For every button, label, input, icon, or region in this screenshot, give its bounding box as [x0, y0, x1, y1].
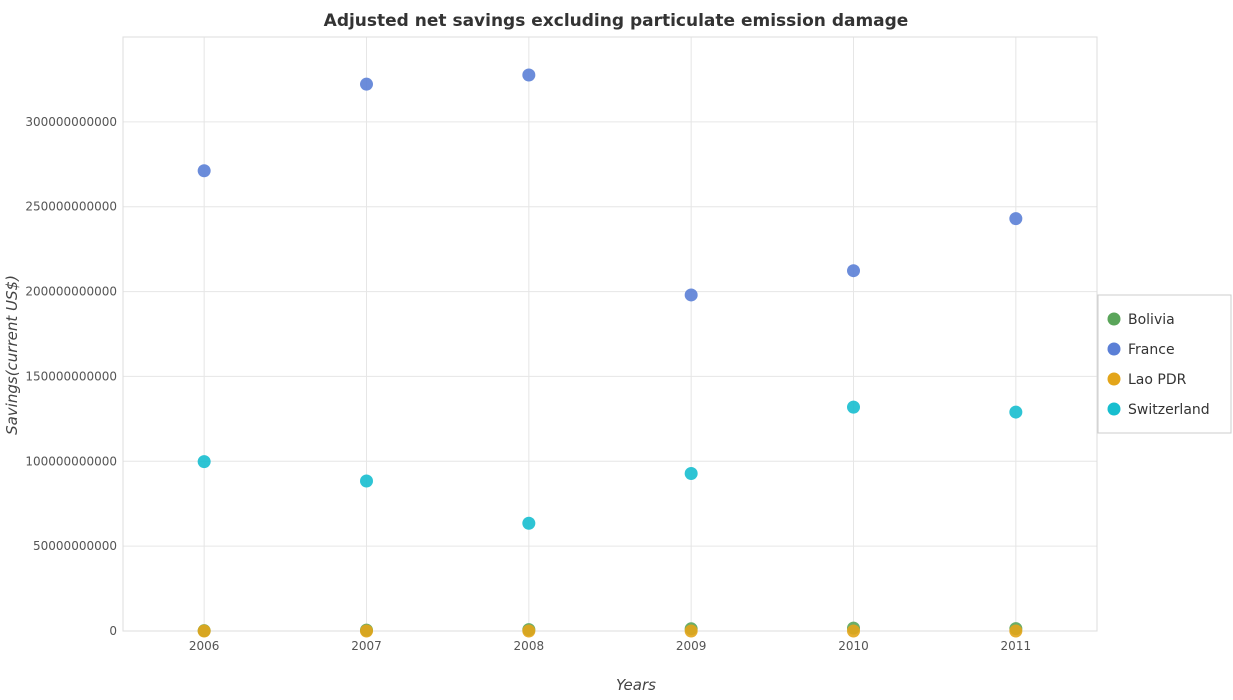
x-tick-label: 2009 — [676, 639, 707, 653]
y-tick-label: 150000000000 — [25, 369, 117, 383]
legend-label: France — [1128, 342, 1175, 358]
data-point — [1009, 624, 1023, 638]
data-point — [847, 264, 860, 278]
data-point — [684, 624, 698, 638]
y-tick-label: 250000000000 — [25, 200, 117, 214]
data-point — [522, 624, 536, 638]
y-axis-label: Savings(current US$) — [3, 275, 21, 435]
data-point — [197, 624, 211, 638]
data-point — [1009, 212, 1023, 226]
data-point — [522, 68, 536, 82]
data-point — [197, 455, 211, 469]
series-lao-pdr — [197, 624, 1023, 638]
data-point — [522, 516, 536, 530]
legend-label: Bolivia — [1128, 312, 1175, 328]
y-tick-label: 100000000000 — [25, 454, 117, 468]
data-point — [1009, 405, 1023, 419]
legend-label: Switzerland — [1128, 402, 1210, 418]
data-point — [847, 400, 860, 414]
data-point — [684, 288, 698, 302]
data-point — [684, 467, 698, 481]
chart-title: Adjusted net savings excluding particula… — [324, 11, 909, 31]
x-tick-label: 2007 — [351, 639, 382, 653]
legend-marker — [1107, 402, 1121, 416]
x-tick-label: 2006 — [189, 639, 220, 653]
y-axis: 0 50000000000 100000000000 150000000000 2000… — [25, 115, 117, 638]
legend-marker — [1107, 312, 1121, 326]
x-tick-label: 2008 — [514, 639, 545, 653]
legend: Bolivia France Lao PDR Switzerland — [1097, 294, 1232, 434]
series-switzerland — [197, 400, 1023, 530]
y-tick-label: 300000000000 — [25, 115, 117, 129]
legend-marker — [1107, 372, 1121, 386]
data-point — [197, 164, 211, 178]
plot-area — [122, 36, 1098, 638]
y-tick-label: 50000000000 — [33, 539, 117, 553]
data-point — [360, 624, 373, 638]
x-tick-label: 2010 — [838, 639, 869, 653]
legend-label: Lao PDR — [1128, 372, 1187, 388]
y-tick-label: 0 — [109, 624, 117, 638]
data-point — [360, 474, 373, 488]
x-tick-label: 2011 — [1001, 639, 1032, 653]
data-point — [847, 624, 860, 638]
legend-marker — [1107, 342, 1121, 356]
x-axis: 2006 2007 2008 2009 2010 2011 — [189, 639, 1031, 653]
data-point — [360, 77, 373, 91]
series-france — [197, 68, 1023, 302]
y-tick-label: 200000000000 — [25, 285, 117, 299]
x-axis-label: Years — [616, 676, 656, 694]
plot-frame — [122, 36, 1098, 632]
